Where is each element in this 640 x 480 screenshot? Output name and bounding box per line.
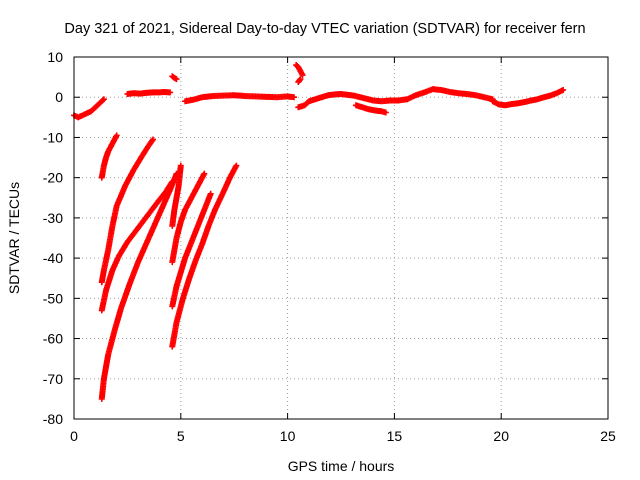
data-point — [177, 162, 184, 169]
y-tick-label: -70 — [43, 371, 63, 387]
y-tick-label: -50 — [43, 290, 63, 306]
series-arc-steep-8 — [169, 162, 184, 229]
x-axis-label: GPS time / hours — [288, 458, 395, 474]
series-arc-baseline-4 — [182, 92, 298, 105]
data-point — [201, 170, 208, 177]
y-tick-label: 0 — [55, 89, 63, 105]
series-arc-baseline-2 — [124, 88, 174, 98]
series-arc-baseline-9 — [489, 86, 567, 109]
plot-frame — [73, 56, 609, 420]
x-tick-label: 10 — [280, 428, 296, 444]
series-arc-steep-2 — [98, 136, 157, 286]
chart-title: Day 321 of 2021, Sidereal Day-to-day VTE… — [64, 21, 585, 37]
data-point — [299, 72, 306, 79]
data-point — [99, 97, 106, 104]
x-tick-label: 0 — [70, 428, 78, 444]
data-point — [560, 86, 567, 93]
y-tick-label: 10 — [47, 49, 63, 65]
grid-lines — [74, 57, 608, 419]
series-arc-steep-5 — [169, 170, 208, 266]
x-tick-label: 20 — [493, 428, 509, 444]
data-point — [113, 132, 120, 139]
series-arc-baseline-7 — [295, 86, 496, 111]
series-arc-baseline-8 — [352, 102, 389, 116]
data-point — [100, 96, 107, 103]
x-tick-label: 25 — [600, 428, 616, 444]
y-tick-label: -30 — [43, 210, 63, 226]
series-arc-baseline-3 — [169, 73, 180, 83]
y-tick-label: -10 — [43, 129, 63, 145]
data-point — [291, 94, 298, 101]
data-point — [233, 162, 240, 169]
series-arc-steep-1 — [98, 132, 120, 181]
y-tick-label: -60 — [43, 331, 63, 347]
series-arc-baseline-6 — [295, 76, 304, 85]
data-point — [167, 89, 174, 96]
axis-ticks: 0 5 10 15 20 25 10 0 -10 -20 -30 -40 -50 -60 -70 -80 — [43, 49, 616, 444]
y-tick-label: -80 — [43, 411, 63, 427]
data-point — [382, 109, 389, 116]
x-tick-label: 5 — [177, 428, 185, 444]
x-tick-label: 15 — [387, 428, 403, 444]
data-point — [297, 76, 304, 83]
series-arc-baseline-5 — [293, 62, 306, 79]
data-points — [71, 62, 567, 402]
series-arc-steep-6 — [169, 162, 240, 350]
series-arc-steep-4 — [98, 170, 180, 402]
series-arc-baseline-1 — [71, 96, 107, 121]
series-arc-steep-7 — [169, 190, 214, 310]
y-tick-label: -20 — [43, 170, 63, 186]
data-point — [173, 76, 180, 83]
y-tick-label: -40 — [43, 250, 63, 266]
data-point — [207, 190, 214, 197]
y-axis-label: SDTVAR / TECUs — [6, 182, 22, 294]
data-point — [150, 136, 157, 143]
